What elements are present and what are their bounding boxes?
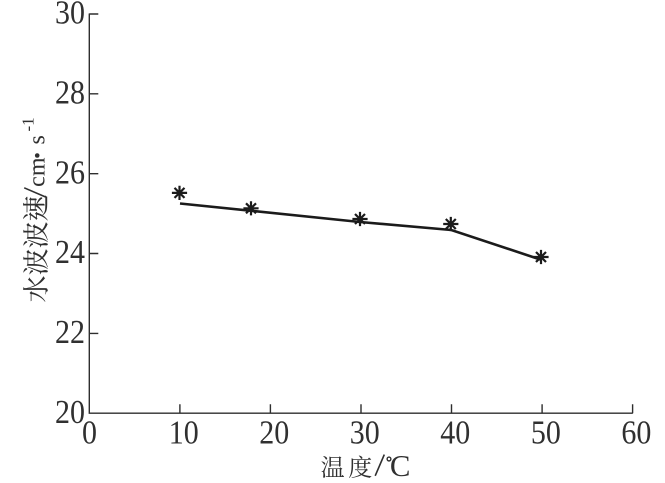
- svg-text:24: 24: [55, 234, 85, 271]
- svg-text:20: 20: [259, 414, 289, 451]
- svg-text:40: 40: [440, 414, 470, 451]
- svg-text:60: 60: [621, 414, 651, 451]
- svg-text:C: C: [390, 449, 411, 483]
- svg-text:20: 20: [55, 393, 85, 430]
- svg-text:22: 22: [55, 313, 85, 350]
- svg-text:-1: -1: [19, 117, 38, 131]
- svg-text:0: 0: [82, 414, 97, 451]
- svg-text:cm: cm: [25, 157, 51, 187]
- svg-text:26: 26: [55, 154, 85, 191]
- svg-text:28: 28: [55, 74, 85, 111]
- svg-text:30: 30: [350, 414, 380, 451]
- svg-text:30: 30: [55, 0, 85, 31]
- svg-text:10: 10: [169, 414, 199, 451]
- svg-text:s: s: [25, 135, 51, 144]
- svg-text:50: 50: [531, 414, 561, 451]
